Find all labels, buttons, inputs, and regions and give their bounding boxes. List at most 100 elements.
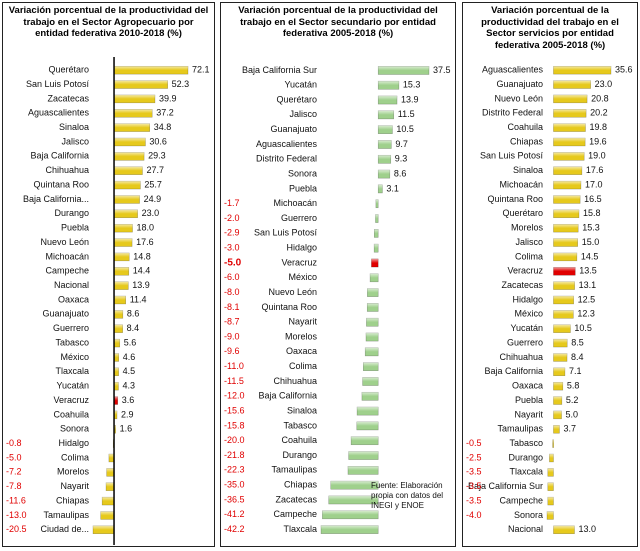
category-label: Chihuahua <box>273 376 317 386</box>
bar-shine <box>114 252 130 261</box>
category-label: Sinaloa <box>59 122 89 132</box>
bar-shine <box>367 303 379 312</box>
bar-shine <box>553 152 585 161</box>
bar-shine <box>114 339 120 348</box>
value-label: 13.5 <box>579 266 597 276</box>
bar-shine <box>365 347 379 356</box>
value-label: 23.0 <box>595 79 613 89</box>
bar-shine <box>362 377 379 386</box>
value-label: 10.5 <box>396 124 414 134</box>
value-label: -13.0 <box>6 510 27 520</box>
value-label: 34.8 <box>154 122 172 132</box>
bar-shine <box>114 123 150 132</box>
bar-shine <box>553 66 611 75</box>
bar-shine <box>367 288 379 297</box>
chart-title: Variación porcentual de la productividad… <box>8 5 209 39</box>
value-label: 5.2 <box>566 395 579 405</box>
category-label: Puebla <box>515 395 543 405</box>
category-label: Chihuahua <box>499 352 543 362</box>
category-label: Guerrero <box>281 213 317 223</box>
bar-shine <box>553 267 576 276</box>
value-label: 12.3 <box>577 309 595 319</box>
category-label: Jalisco <box>515 237 543 247</box>
category-label: Nayarit <box>514 409 543 419</box>
value-label: -41.2 <box>224 509 245 519</box>
value-label: -3.5 <box>466 495 482 505</box>
value-label: 14.8 <box>133 251 151 261</box>
bar-shine <box>106 482 115 491</box>
value-label: 9.7 <box>395 139 408 149</box>
bar-shine <box>547 482 554 491</box>
category-label: Tamaulipas <box>43 510 89 520</box>
bar-shine <box>553 396 562 405</box>
value-label: 11.5 <box>398 109 415 119</box>
category-label: Veracruz <box>507 266 543 276</box>
category-label: Campeche <box>273 509 317 519</box>
value-label: 3.1 <box>386 183 399 193</box>
bar-shine <box>114 195 140 204</box>
bar-shine <box>114 425 116 434</box>
value-label: -20.0 <box>224 435 245 445</box>
value-label: 1.6 <box>120 424 133 434</box>
value-label: 23.0 <box>142 208 160 218</box>
bar-shine <box>553 353 568 362</box>
value-label: 4.5 <box>123 366 136 376</box>
value-label: -11.5 <box>224 376 244 386</box>
value-label: -1.7 <box>224 198 240 208</box>
value-label: 8.4 <box>127 323 140 333</box>
bar-shine <box>363 362 379 371</box>
bar-shine <box>114 310 123 319</box>
category-label: Coahuila <box>507 122 543 132</box>
bar-shine <box>114 138 146 146</box>
value-label: 12.5 <box>578 294 596 304</box>
category-label: Chihuahua <box>45 165 89 175</box>
category-label: Michoacán <box>273 198 317 208</box>
value-label: 17.0 <box>585 179 603 189</box>
value-label: 17.6 <box>586 165 604 175</box>
bar-shine <box>347 466 379 475</box>
category-label: Durango <box>282 450 317 460</box>
bar-shine <box>378 110 394 119</box>
bar-shine <box>553 410 562 419</box>
bar-shine <box>348 451 379 460</box>
bar-shine <box>553 382 563 391</box>
value-label: -2.9 <box>224 228 240 238</box>
category-label: Colima <box>61 452 89 462</box>
value-label: 10.5 <box>574 323 592 333</box>
value-label: 3.7 <box>563 424 576 434</box>
bar-shine <box>114 410 118 419</box>
category-label: Querétaro <box>502 208 543 218</box>
value-label: 30.6 <box>149 136 167 146</box>
value-label: 15.8 <box>583 208 601 218</box>
category-label: Chiapas <box>56 495 90 505</box>
value-label: 16.5 <box>584 194 602 204</box>
value-label: -0.5 <box>466 438 482 448</box>
value-label: 19.6 <box>589 136 607 146</box>
bar-shine <box>328 495 379 505</box>
bar-shine <box>93 525 115 534</box>
category-label: Nuevo León <box>494 93 543 103</box>
value-label: 8.4 <box>571 352 584 362</box>
category-label: Morelos <box>285 331 318 341</box>
bar-shine <box>114 382 119 391</box>
value-label: 15.3 <box>582 223 600 233</box>
chart-panel: Variación porcentual de la productividad… <box>2 2 215 547</box>
bar-shine <box>553 367 565 376</box>
category-label: Colima <box>289 361 317 371</box>
value-label: 4.6 <box>123 352 136 362</box>
bar-shine <box>114 324 123 333</box>
bar-shine <box>553 324 571 333</box>
category-label: Querétaro <box>48 65 89 75</box>
value-label: 3.6 <box>122 395 135 405</box>
value-label: 52.3 <box>172 79 190 89</box>
value-label: 8.6 <box>127 309 140 319</box>
category-label: Tamaulipas <box>497 424 543 434</box>
value-label: -35.0 <box>224 480 245 490</box>
category-label: Zacatecas <box>501 280 543 290</box>
category-label: San Luis Potosí <box>480 151 544 161</box>
category-label: Distrito Federal <box>256 154 317 164</box>
value-label: -7.2 <box>6 467 22 477</box>
value-label: -15.6 <box>224 405 245 415</box>
category-label: Tabasco <box>283 420 317 430</box>
category-label: San Luis Potosí <box>254 228 318 238</box>
